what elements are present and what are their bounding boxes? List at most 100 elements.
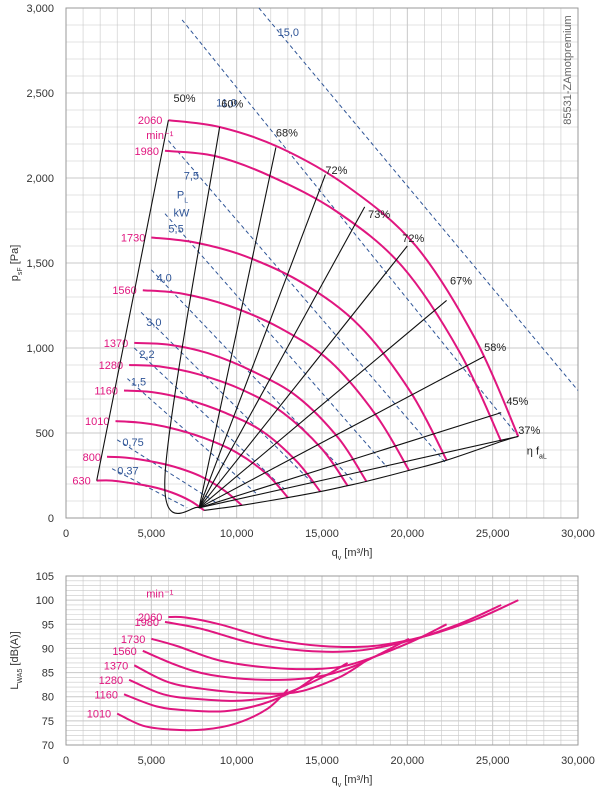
power-line — [116, 439, 217, 504]
power-line — [133, 347, 285, 490]
speed-curve-label: 1010 — [85, 416, 109, 428]
speed-curve-label: 1280 — [99, 360, 123, 372]
efficiency-line-label: 60% — [221, 99, 243, 111]
top-x-tick-label: 5,000 — [138, 528, 166, 540]
efficiency-line — [198, 356, 485, 509]
bottom-plot-frame — [65, 575, 579, 746]
top-y-tick-label: 1,500 — [26, 258, 54, 270]
power-line-label: 0,75 — [122, 437, 143, 449]
bottom-speed-unit-label: min⁻¹ — [146, 589, 174, 601]
top-y-axis-label: psF [Pa] — [9, 245, 24, 282]
efficiency-line — [198, 299, 447, 509]
speed-curve — [142, 289, 410, 471]
speed-curve-label: 630 — [72, 476, 90, 488]
power-line-label: 5,5 — [168, 223, 183, 235]
top-grid — [66, 8, 578, 518]
bottom-y-tick-label: 100 — [36, 595, 54, 607]
sound-curve-label: 1980 — [135, 617, 159, 629]
power-line — [181, 19, 519, 437]
sound-curve-label: 1160 — [94, 689, 118, 701]
sound-curve-label: 1280 — [99, 675, 123, 687]
efficiency-line — [198, 147, 277, 508]
top-plot-frame — [65, 7, 579, 519]
power-line — [127, 378, 258, 495]
power-line — [258, 7, 579, 391]
efficiency-line — [198, 412, 502, 509]
sound-curve-label: 1370 — [104, 660, 128, 672]
limit-curve — [204, 435, 519, 511]
efficiency-lines: 50% 60% 68% 72% 73% 72% 67% 58% 45% 37% — [96, 93, 541, 514]
speed-curve-label: 1560 — [112, 285, 136, 297]
bottom-x-tick-label: 20,000 — [391, 755, 425, 767]
sound-curve-label: 2060 — [138, 612, 162, 624]
power-label: PL — [177, 189, 188, 204]
efficiency-line-label: 67% — [450, 276, 472, 288]
efficiency-line-label: 72% — [402, 233, 424, 245]
efficiency-line — [198, 435, 519, 509]
efficiency-line — [198, 206, 366, 509]
sound-curve — [151, 623, 448, 671]
efficiency-line-label: 68% — [276, 128, 298, 140]
sound-curve-label: 1010 — [87, 709, 111, 721]
bottom-grid — [66, 576, 578, 745]
top-x-tick-label: 30,000 — [561, 528, 595, 540]
sound-curve — [164, 604, 502, 653]
efficiency-line-label: 37% — [518, 425, 540, 437]
speed-curves: 2060 1980 1730 1560 1370 1280 1160 1010 800 630 — [72, 115, 520, 512]
power-line-label: 2,2 — [139, 349, 154, 361]
power-line-label: 0,37 — [117, 466, 138, 478]
efficiency-line-label: 72% — [325, 165, 347, 177]
speed-curve-label: 1730 — [121, 233, 145, 245]
efficiency-symbol: η faL — [527, 445, 547, 460]
bottom-y-tick-label: 90 — [42, 643, 54, 655]
efficiency-line-label: 50% — [174, 93, 196, 105]
efficiency-line-label: 58% — [484, 342, 506, 354]
power-line-label: 11,0 — [216, 98, 237, 110]
speed-curve — [168, 119, 520, 437]
bottom-x-axis-label: qv [m³/h] — [332, 774, 373, 789]
sound-curve-label: 1560 — [112, 646, 136, 658]
power-line — [140, 311, 314, 485]
speed-curve — [106, 455, 243, 507]
sound-curve — [116, 688, 289, 732]
power-line — [168, 140, 446, 463]
power-unit-label: kW — [174, 207, 191, 219]
sound-curve — [168, 599, 519, 649]
power-line-label: 3,0 — [146, 317, 161, 329]
bottom-x-tick-label: 10,000 — [220, 755, 254, 767]
bottom-x-tick-label: 30,000 — [561, 755, 595, 767]
top-x-tick-label: 25,000 — [476, 528, 510, 540]
sound-curve — [128, 662, 349, 702]
power-line-label: 7,5 — [184, 171, 199, 183]
speed-curve — [164, 149, 503, 442]
top-y-tick-label: 2,000 — [26, 173, 54, 185]
top-x-tick-label: 20,000 — [391, 528, 425, 540]
speed-curve — [123, 389, 322, 493]
bottom-y-tick-label: 80 — [42, 692, 54, 704]
speed-curve-label: 1160 — [94, 386, 118, 398]
bottom-y-axis-label: LWA5 [dB(A)] — [9, 631, 24, 689]
speed-unit-label: min⁻¹ — [146, 130, 174, 142]
bottom-x-tick-label: 0 — [63, 755, 69, 767]
bottom-x-tick-label: 25,000 — [476, 755, 510, 767]
speed-curve-label: 1980 — [135, 146, 159, 158]
power-lines: 15,0 11,0 7,5 5,5 4,0 3,0 2,2 1,5 0,75 0,37 — [111, 7, 579, 509]
efficiency-line — [164, 126, 221, 514]
sound-curve — [123, 671, 321, 713]
top-y-tick-label: 1,000 — [26, 343, 54, 355]
bottom-x-tick-label: 15,000 — [305, 755, 339, 767]
speed-curve — [151, 236, 448, 461]
speed-curve-label: 2060 — [138, 115, 162, 127]
efficiency-line — [198, 245, 408, 509]
efficiency-line — [198, 174, 326, 508]
efficiency-line-label: 73% — [368, 209, 390, 221]
power-line-label: 1,5 — [131, 376, 146, 388]
speed-curve — [96, 479, 205, 512]
top-y-tick-label: 500 — [36, 428, 54, 440]
speed-curve — [129, 364, 349, 487]
bottom-y-tick-label: 85 — [42, 668, 54, 680]
power-line-label: 15,0 — [278, 27, 299, 39]
